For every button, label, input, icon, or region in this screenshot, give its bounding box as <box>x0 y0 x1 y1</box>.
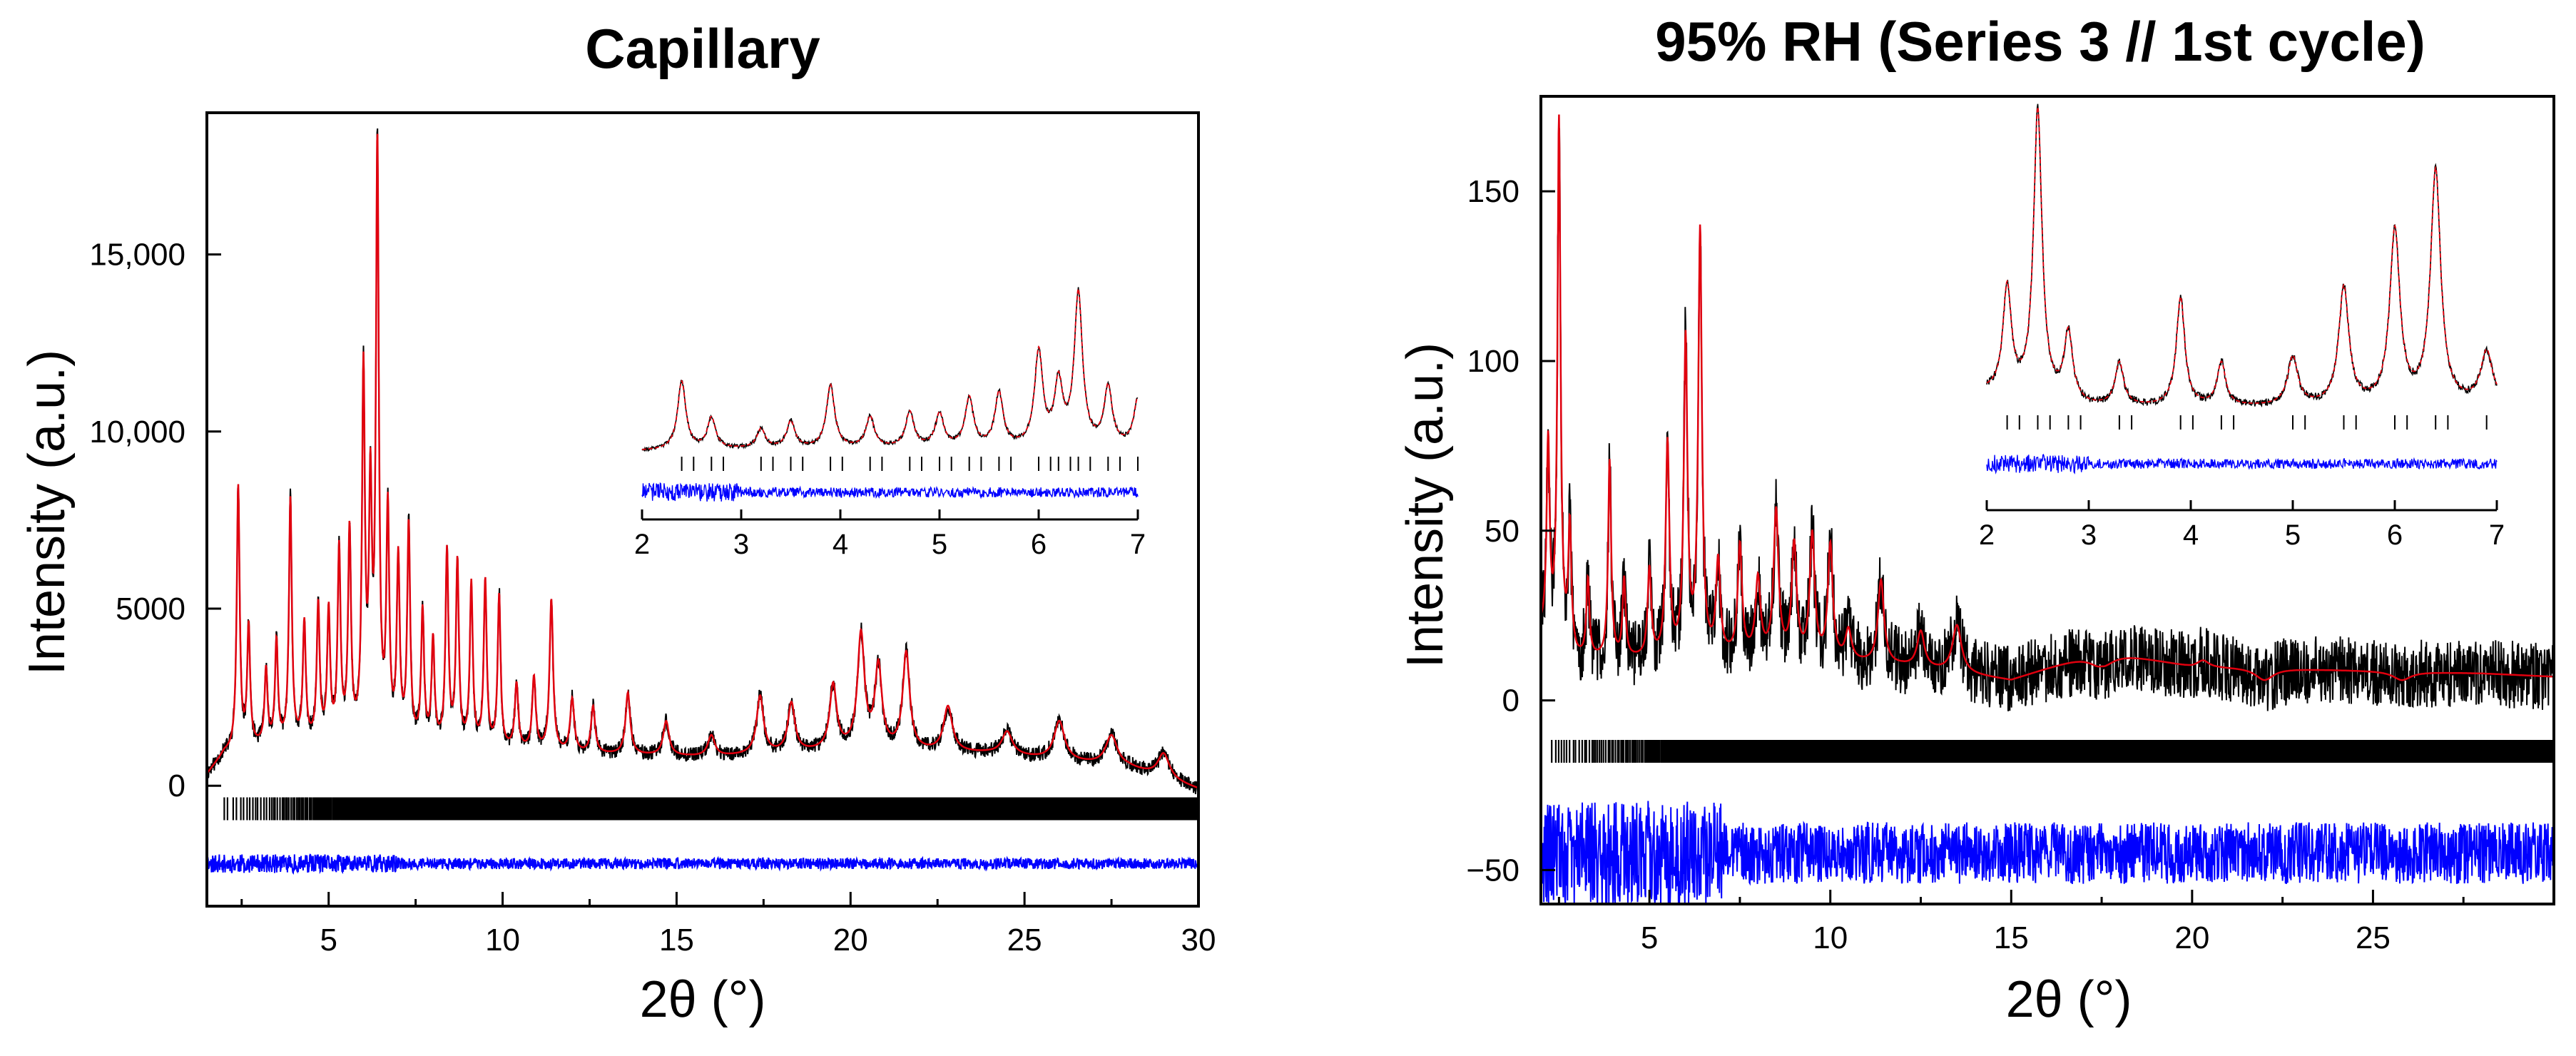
chart-right-x-tick-label: 25 <box>2356 920 2391 955</box>
chart-left-inset-x-tick-label: 5 <box>932 529 947 560</box>
chart-left-y-axis-label: Intensity (a.u.) <box>19 350 76 675</box>
chart-right-y-tick-label: 50 <box>1485 514 1519 549</box>
chart-left-x-tick-label: 25 <box>1007 923 1042 958</box>
chart-left-inset-x-tick-label: 4 <box>833 529 848 560</box>
chart-left-reflection-marks <box>223 797 1198 821</box>
chart-right-reflection-marks <box>1551 739 2554 763</box>
chart-right-y-axis-label: Intensity (a.u.) <box>1397 342 1454 668</box>
chart-left-series-observed <box>207 128 1198 795</box>
chart-left-x-axis-label: 2θ (°) <box>640 971 766 1028</box>
chart-left-y-tick-label: 10,000 <box>89 415 185 450</box>
chart-right-series-calculated <box>1541 114 2554 681</box>
chart-left-inset-series-difference <box>641 482 1139 502</box>
chart-right-x-axis-label: 2θ (°) <box>2006 971 2132 1028</box>
chart-right-inset-series-calculated <box>1986 106 2498 404</box>
chart-left-inset-series-observed <box>641 287 1139 452</box>
chart-right-inset-x-tick-label: 6 <box>2387 519 2403 551</box>
chart-right-y-tick-label: 0 <box>1502 684 1519 719</box>
chart-right-y-axis: −50 0 50 100 150 <box>1466 174 1555 888</box>
chart-left-frame <box>205 111 1200 908</box>
chart-right-inset-x-tick-label: 3 <box>2081 519 2097 551</box>
chart-left-y-tick-label: 15,000 <box>89 238 185 273</box>
chart-left-title: Capillary <box>585 17 820 80</box>
chart-right-title: 95% RH (Series 3 // 1st cycle) <box>1655 10 2425 73</box>
chart-left-inset-x-tick-label: 2 <box>634 529 650 560</box>
chart-right-inset-x-tick-label: 2 <box>1979 519 1995 551</box>
chart-right-y-tick-label: 100 <box>1467 344 1519 379</box>
chart-right-x-tick-label: 15 <box>1994 920 2029 955</box>
chart-left-x-tick-label: 10 <box>485 923 520 958</box>
chart-right-series-difference <box>1541 801 2554 904</box>
chart-right-inset-x-tick-label: 5 <box>2285 519 2301 551</box>
chart-right-inset-x-tick-label: 7 <box>2489 519 2505 551</box>
chart-right: 95% RH (Series 3 // 1st cycle) 2θ (°) In… <box>1397 10 2555 1028</box>
chart-right-inset-x-tick-label: 4 <box>2183 519 2199 551</box>
chart-left-x-tick-label: 30 <box>1181 923 1216 958</box>
chart-left-plot-area <box>207 128 1198 875</box>
chart-left-x-axis: 5 10 15 20 25 30 <box>240 892 1216 958</box>
chart-right-inset-series-difference <box>1986 453 2498 474</box>
chart-left-y-tick-label: 0 <box>168 768 185 803</box>
chart-right-x-axis: 5 10 15 20 25 <box>1557 890 2465 955</box>
chart-right-x-tick-label: 20 <box>2174 920 2209 955</box>
chart-right-x-tick-label: 5 <box>1641 920 1658 955</box>
chart-left-x-tick-label: 20 <box>833 923 868 958</box>
chart-left-series-difference <box>207 853 1198 875</box>
chart-left-y-tick-label: 5000 <box>116 592 185 626</box>
chart-right-x-tick-label: 10 <box>1813 920 1848 955</box>
chart-left-inset-x-tick-label: 7 <box>1130 529 1146 560</box>
chart-left-inset-x-tick-label: 6 <box>1031 529 1047 560</box>
chart-left-x-tick-label: 5 <box>320 923 337 958</box>
chart-left: Capillary 2θ (°) Intensity (a.u.) 5 10 15 2… <box>19 17 1216 1028</box>
chart-left-inset: 2 3 4 5 6 7 <box>634 287 1146 560</box>
chart-right-series-observed <box>1541 128 2554 711</box>
chart-left-inset-reflection-marks <box>681 457 1139 471</box>
chart-left-series-calculated <box>207 133 1198 789</box>
chart-right-y-tick-label: −50 <box>1466 853 1519 888</box>
chart-right-y-tick-label: 150 <box>1467 174 1519 209</box>
chart-right-plot-area <box>1541 114 2554 904</box>
chart-right-frame <box>1539 95 2555 905</box>
chart-left-x-tick-label: 15 <box>659 923 694 958</box>
chart-right-inset: 2 3 4 5 6 7 <box>1979 103 2505 551</box>
chart-right-inset-reflection-marks <box>2006 415 2488 430</box>
chart-left-inset-series-calculated <box>641 287 1139 450</box>
chart-left-y-axis: 0 5000 10,000 15,000 <box>89 238 221 803</box>
chart-left-inset-x-tick-label: 3 <box>733 529 749 560</box>
